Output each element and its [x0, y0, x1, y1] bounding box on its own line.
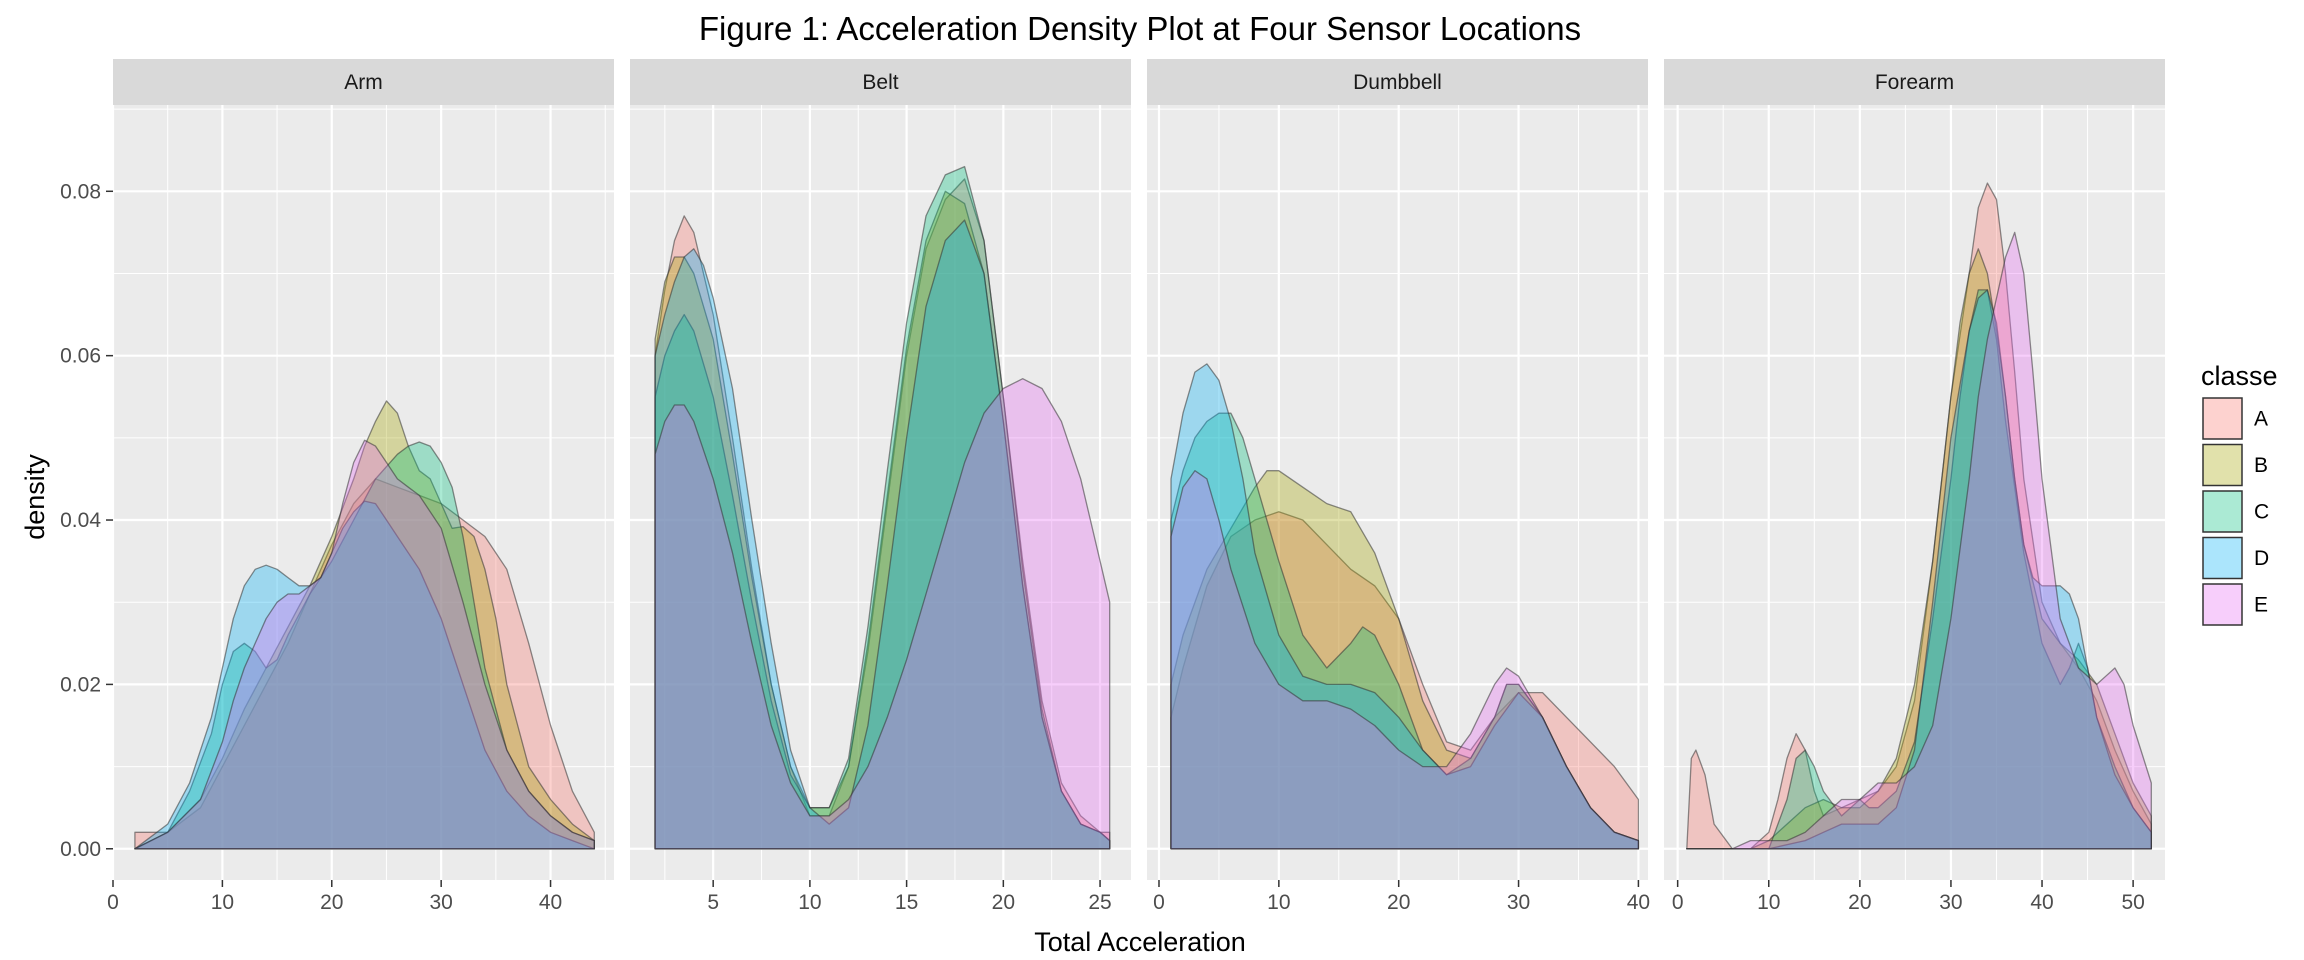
density-area-forearm-b: [1686, 248, 2152, 850]
density-area-arm-a: [134, 478, 595, 850]
y-tick-label: 0.02: [60, 673, 101, 696]
density-area-dumbbell-e: [1170, 470, 1640, 850]
x-tick-label: 0: [1153, 891, 1165, 914]
x-tick-label: 20: [992, 891, 1015, 914]
x-tick-label: 10: [798, 891, 821, 914]
facet-strip-label: Belt: [862, 71, 898, 94]
facet-strip-label: Forearm: [1875, 71, 1954, 94]
legend-label: B: [2254, 454, 2268, 477]
facet-panel-arm: Arm 0 10 20 30 40 0.00 0.02 0.04 0.06 0.08: [60, 59, 614, 914]
x-tick-label: 30: [429, 891, 452, 914]
chart-title: Figure 1: Acceleration Density Plot at F…: [699, 10, 1581, 47]
x-tick-label: 15: [895, 891, 918, 914]
density-area-arm-d: [134, 500, 595, 850]
density-areas: [134, 400, 595, 850]
x-tick-label: 20: [1387, 891, 1410, 914]
x-tick-label: 30: [1939, 891, 1962, 914]
x-tick-label: 20: [320, 891, 343, 914]
x-tick-label: 10: [1267, 891, 1290, 914]
x-tick-label: 20: [1848, 891, 1871, 914]
x-tick-label: 25: [1088, 891, 1111, 914]
legend-entry-a: A: [2202, 397, 2268, 440]
legend-title: classe: [2201, 361, 2278, 391]
legend-key: [2202, 397, 2243, 440]
legend-entry-d: D: [2202, 536, 2269, 580]
density-area-dumbbell-a: [1170, 511, 1640, 850]
density-area-belt-e: [654, 378, 1111, 850]
density-areas: [654, 165, 1111, 850]
x-tick-label: 40: [2030, 891, 2053, 914]
facet-panel-dumbbell: Dumbbell 0 10 20 30 40: [1147, 59, 1650, 914]
legend-entry-c: C: [2202, 490, 2269, 533]
legend-key: [2202, 583, 2243, 626]
legend-label: E: [2254, 594, 2268, 617]
legend-key-background: [2202, 443, 2243, 487]
facet-strip: [113, 59, 614, 105]
legend-label: A: [2254, 408, 2268, 431]
legend: classe AB CD E: [2201, 361, 2278, 626]
y-tick-label: 0.00: [60, 838, 101, 861]
x-axis-title: Total Acceleration: [1034, 927, 1246, 957]
density-area-forearm-e: [1686, 231, 2152, 850]
x-tick-label: 50: [2121, 891, 2144, 914]
legend-entry-e: E: [2202, 583, 2268, 626]
facet-strip-label: Arm: [344, 71, 383, 94]
facet-strip: [1147, 59, 1648, 105]
facet-panels: Arm 0 10 20 30 40 0.00 0.02 0.04 0.06 0.08 Belt 5 10 1…: [60, 59, 2165, 914]
density-area-belt-a: [654, 178, 1111, 850]
facet-strip-label: Dumbbell: [1353, 71, 1442, 94]
facet-panel-forearm: Forearm 0 10 20 30 40 50: [1664, 59, 2165, 914]
legend-key-background: [2202, 490, 2243, 533]
density-areas: [1170, 363, 1640, 850]
density-area-forearm-d: [1686, 289, 2152, 850]
facet-panel-belt: Belt 5 10 15 20 25: [630, 59, 1131, 914]
x-tick-label: 0: [1672, 891, 1684, 914]
legend-key-background: [2202, 583, 2243, 626]
density-area-belt-d: [654, 219, 1111, 850]
x-tick-label: 5: [707, 891, 719, 914]
x-tick-label: 10: [1757, 891, 1780, 914]
panel-background: [1147, 105, 1648, 880]
legend-key: [2202, 490, 2243, 533]
legend-key: [2202, 536, 2243, 580]
legend-key-background: [2202, 536, 2243, 580]
legend-label: C: [2254, 501, 2269, 524]
y-tick-label: 0.06: [60, 345, 101, 368]
density-area-arm-e: [134, 439, 595, 850]
legend-entry-b: B: [2202, 443, 2268, 487]
facet-strip: [630, 59, 1131, 105]
y-tick-label: 0.08: [60, 180, 101, 203]
density-areas: [1686, 182, 2152, 850]
legend-key-background: [2202, 397, 2243, 440]
x-tick-label: 10: [211, 891, 234, 914]
facet-strip: [1664, 59, 2165, 105]
y-tick-label: 0.04: [60, 509, 101, 532]
x-tick-label: 40: [539, 891, 562, 914]
x-tick-label: 0: [107, 891, 119, 914]
legend-key: [2202, 443, 2243, 487]
x-tick-label: 30: [1507, 891, 1530, 914]
x-tick-label: 40: [1627, 891, 1650, 914]
legend-label: D: [2254, 547, 2269, 570]
y-axis-title: density: [20, 454, 50, 540]
